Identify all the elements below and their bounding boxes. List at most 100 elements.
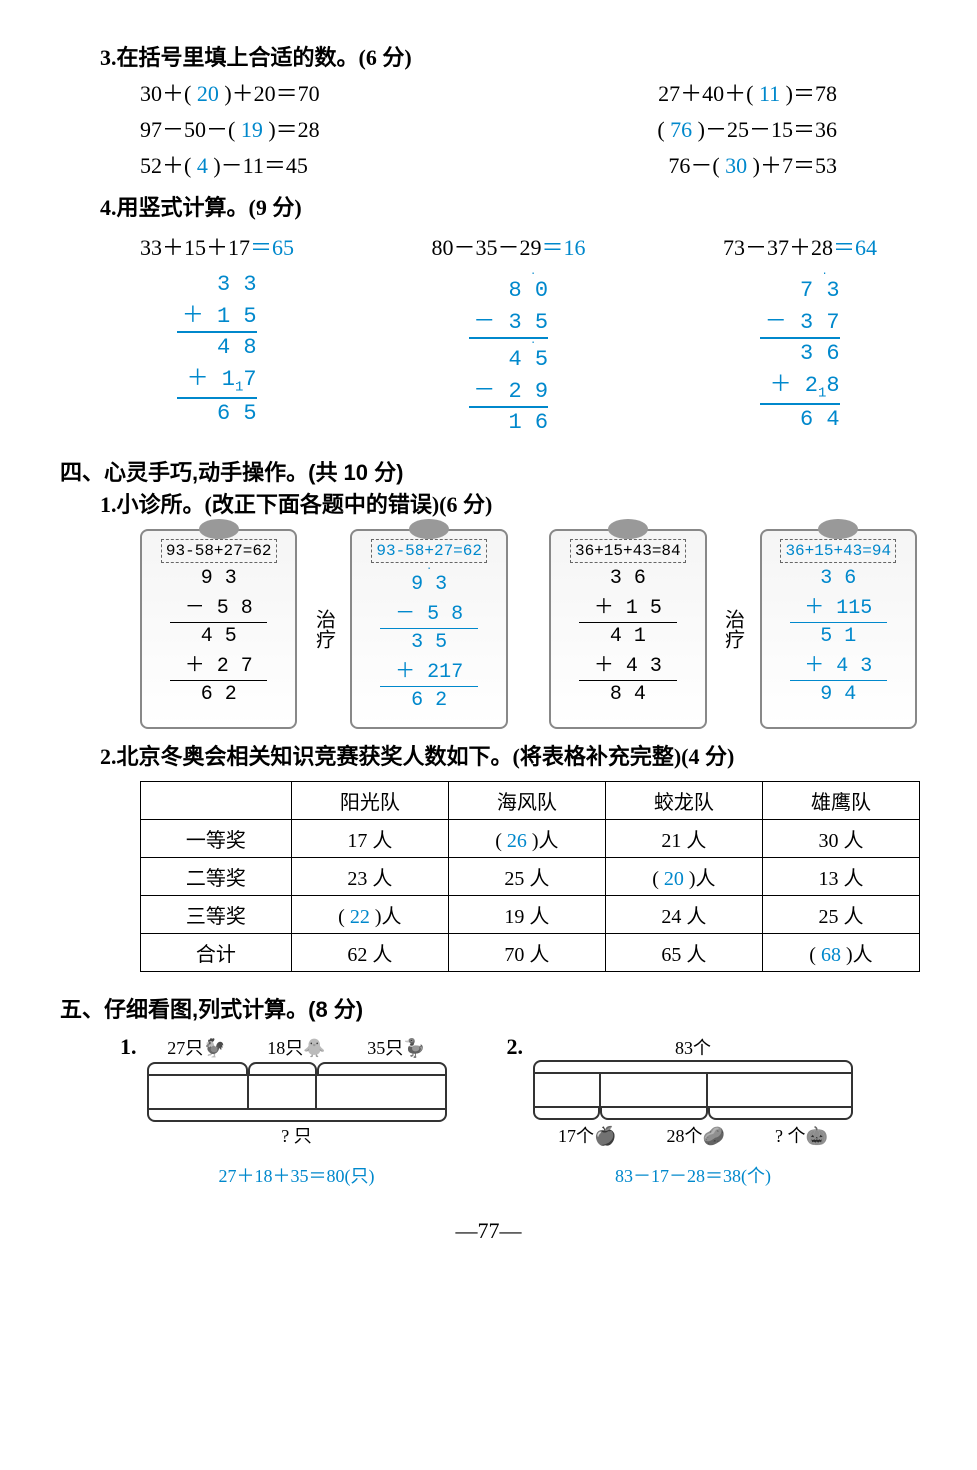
calc-row: ＋ 1 5 bbox=[559, 590, 696, 620]
label: 2.北京冬奥会相关知识竞赛获奖人数如下。(将表格补充完整)(4 分) bbox=[100, 744, 734, 769]
clinic-box-2: 93-58+27=62 · 9 3 － 5 8 3 5 ＋ 217 6 2 bbox=[350, 529, 507, 729]
label-c: ? 个🎃 bbox=[775, 1122, 828, 1148]
section-4-title: 四、心灵手巧,动手操作。(共 10 分) bbox=[60, 455, 917, 487]
calc-row: 8 0 bbox=[469, 278, 548, 303]
part: 7 bbox=[243, 367, 256, 392]
equation: 93-58+27=62 bbox=[161, 539, 277, 563]
part: ＋ 1 bbox=[187, 367, 235, 392]
calc-row: ＋ 218 bbox=[760, 366, 839, 401]
diagram-1: 27只🐓 18只🐥 35只🦆 ? 只 27＋18＋35＝80(只) bbox=[147, 1034, 447, 1188]
text: )＋20＝70 bbox=[219, 81, 320, 106]
calc-row: 4 8 bbox=[177, 335, 256, 360]
cell: 19 人 bbox=[448, 896, 605, 934]
chick-icon: 🐥 bbox=[303, 1038, 325, 1058]
potato-icon: 🥔 bbox=[703, 1126, 725, 1146]
expr: 80－35－29 bbox=[431, 235, 541, 260]
q4-eq1: 33＋15＋17＝65 bbox=[140, 230, 294, 262]
calc-row: 4 5 bbox=[150, 625, 287, 648]
p1-answer: 27＋18＋35＝80(只) bbox=[147, 1162, 447, 1188]
calc-row: 3 6 bbox=[770, 567, 907, 590]
answer: 20 bbox=[664, 868, 684, 890]
answer: 20 bbox=[197, 81, 219, 106]
calc-row: ＋ 117 bbox=[177, 360, 256, 395]
calc-row: ＋ 2 7 bbox=[150, 648, 287, 678]
header-cell: 海风队 bbox=[448, 782, 605, 820]
expr: 33＋15＋17 bbox=[140, 235, 250, 260]
q3-1-right: 27＋40＋( 11 )＝78 bbox=[658, 76, 837, 108]
cell: 25 人 bbox=[448, 858, 605, 896]
text: ( bbox=[495, 830, 507, 852]
text: )人 bbox=[527, 830, 559, 852]
q4-v1: 3 3 ＋ 1 5 4 8 ＋ 117 6 5 bbox=[177, 272, 256, 426]
part: ＋ 2 bbox=[770, 373, 818, 398]
cell: 24 人 bbox=[605, 896, 762, 934]
calc-row: ＋ 4 3 bbox=[559, 648, 696, 678]
label-c: 35只🦆 bbox=[367, 1034, 425, 1060]
p1-num: 1. bbox=[120, 1034, 137, 1188]
calc-row: 1 6 bbox=[469, 410, 548, 435]
calc-row: 4 1 bbox=[559, 625, 696, 648]
calc-row: 3 5 bbox=[360, 631, 497, 654]
answer: 76 bbox=[670, 117, 692, 142]
q4-eq2: 80－35－29＝16 bbox=[431, 230, 585, 262]
q4-equations: 33＋15＋17＝65 3 3 ＋ 1 5 4 8 ＋ 117 6 5 80－3… bbox=[60, 230, 917, 435]
apple-icon: 🍎 bbox=[594, 1126, 616, 1146]
carry: 1 bbox=[848, 597, 860, 620]
p2-answer: 83－17－28＝38(个) bbox=[533, 1162, 853, 1188]
cell: 17 人 bbox=[291, 820, 448, 858]
text: 35只 bbox=[367, 1038, 403, 1058]
calc-row: － 2 9 bbox=[469, 372, 548, 404]
clinic-box-4: 36+15+43=94 3 6 ＋ 115 5 1 ＋ 4 3 9 4 bbox=[760, 529, 917, 729]
row-label: 二等奖 bbox=[141, 858, 292, 896]
text: 28个 bbox=[667, 1126, 703, 1146]
calc-row: 5 1 bbox=[770, 625, 907, 648]
q4-v2: · 8 0 － 3 5 · 4 5 － 2 9 1 6 bbox=[469, 272, 548, 435]
q4-label: 4.用竖式计算。(9 分) bbox=[100, 195, 302, 220]
part: 7 bbox=[451, 661, 463, 684]
cell: 25 人 bbox=[762, 896, 919, 934]
calc-row: 7 3 bbox=[760, 278, 839, 303]
q3-title: 3.在括号里填上合适的数。(6 分) bbox=[100, 40, 917, 72]
calc-row: 6 4 bbox=[760, 407, 839, 432]
cell: ( 20 )人 bbox=[605, 858, 762, 896]
equation: 36+15+43=84 bbox=[570, 539, 686, 563]
cell: 30 人 bbox=[762, 820, 919, 858]
clinic-row: 93-58+27=62 9 3 － 5 8 4 5 ＋ 2 7 6 2 治疗 9… bbox=[140, 529, 917, 729]
row-label: 一等奖 bbox=[141, 820, 292, 858]
text: 30＋( bbox=[140, 81, 197, 106]
calc-row: 9 4 bbox=[770, 683, 907, 706]
text: )人 bbox=[370, 906, 402, 928]
q3-row-3: 52＋( 4 )－11＝45 76－( 30 )＋7＝53 bbox=[140, 148, 917, 180]
top-label: 83个 bbox=[533, 1034, 853, 1060]
q3-row-2: 97－50－( 19 )＝28 ( 76 )－25－15＝36 bbox=[140, 112, 917, 144]
answer: 68 bbox=[821, 944, 841, 966]
answer: 4 bbox=[197, 153, 208, 178]
label-a: 27只🐓 bbox=[167, 1034, 225, 1060]
pumpkin-icon: 🎃 bbox=[806, 1126, 828, 1146]
text: ( bbox=[652, 868, 664, 890]
cell: ( 22 )人 bbox=[291, 896, 448, 934]
header-cell: 雄鹰队 bbox=[762, 782, 919, 820]
label-b: 18只🐥 bbox=[267, 1034, 325, 1060]
text: ? 个 bbox=[775, 1126, 806, 1146]
calc-row: 9 3 bbox=[360, 573, 497, 596]
q3-label: 3.在括号里填上合适的数。(6 分) bbox=[100, 45, 412, 70]
text: 17个 bbox=[558, 1126, 594, 1146]
text: )＝28 bbox=[263, 117, 320, 142]
header-cell: 阳光队 bbox=[291, 782, 448, 820]
calc-row: 6 2 bbox=[150, 683, 287, 706]
diagram-row: 1. 27只🐓 18只🐥 35只🦆 ? 只 27＋18＋35＝80(只) 2. … bbox=[120, 1034, 917, 1188]
calc-row: － 3 5 bbox=[469, 303, 548, 335]
answer: 19 bbox=[241, 117, 263, 142]
equation: 93-58+27=62 bbox=[371, 539, 487, 563]
calc-row: － 3 7 bbox=[760, 303, 839, 335]
answer: ＝16 bbox=[542, 235, 586, 260]
text: 76－( bbox=[668, 153, 725, 178]
table-row: 一等奖 17 人 ( 26 )人 21 人 30 人 bbox=[141, 820, 920, 858]
treat-arrow-1: 治疗 bbox=[309, 609, 338, 649]
section-5-title: 五、仔细看图,列式计算。(8 分) bbox=[60, 992, 917, 1024]
q3-2-left: 97－50－( 19 )＝28 bbox=[140, 112, 320, 144]
text: )＋7＝53 bbox=[747, 153, 837, 178]
text: ( bbox=[809, 944, 821, 966]
calc-row: 6 5 bbox=[177, 401, 256, 426]
